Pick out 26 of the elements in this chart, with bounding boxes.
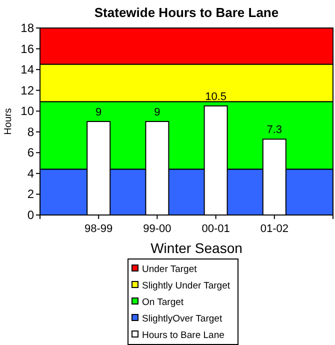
y-tick-label: 4 (27, 166, 34, 180)
x-axis-title: Winter Season (150, 240, 242, 256)
x-tick-label: 00-01 (202, 223, 230, 235)
y-tick-label: 14 (20, 62, 34, 77)
y-tick-label: 12 (20, 83, 34, 98)
legend-label: Under Target (142, 264, 198, 275)
data-label: 9 (154, 106, 160, 118)
chart-title: Statewide Hours to Bare Lane (94, 5, 279, 20)
data-label: 10.5 (205, 90, 227, 103)
legend-label: Hours to Bare Lane (142, 330, 224, 341)
x-tick-label: 98-99 (84, 223, 113, 235)
y-tick-label: 2 (27, 187, 34, 202)
x-tick-label: 99-00 (143, 223, 172, 235)
x-tick-label: 01-02 (260, 223, 288, 235)
legend-label: On Target (142, 297, 184, 308)
y-tick-label: 6 (27, 146, 34, 160)
legend-label: SlightlyOver Target (142, 314, 222, 324)
y-tick-label: 16 (20, 42, 34, 56)
y-tick-label: 0 (27, 208, 34, 222)
legend-label: Slightly Under Target (142, 280, 230, 292)
y-tick-label: 8 (27, 124, 34, 139)
y-axis-title: Hours (3, 108, 14, 135)
y-tick-label: 10 (20, 104, 34, 118)
y-tick-label: 18 (20, 21, 34, 35)
data-label: 9 (96, 106, 102, 118)
data-label: 7.3 (266, 124, 282, 136)
